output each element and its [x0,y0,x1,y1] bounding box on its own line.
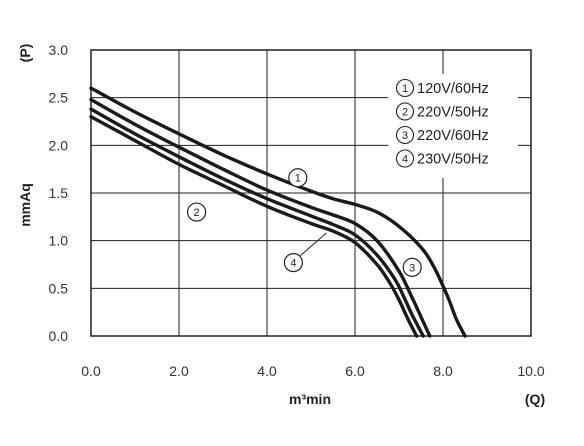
y-tick-label: 0.5 [49,280,69,296]
x-tick-label: 2.0 [169,363,189,379]
y-axis-unit: (P) [17,44,33,63]
y-tick-label: 1.0 [49,233,69,249]
series-line-4 [89,107,425,338]
curve-marker-circle-3 [402,257,422,277]
legend-entry-1: 120V/60Hz [417,81,489,97]
x-tick-labels: 0.0 2.0 4.0 6.0 8.0 10.0 [81,363,545,379]
curve-marker-label-1: 1 [295,173,301,185]
x-tick-label: 0.0 [81,363,101,379]
curve-marker-circle-2 [187,202,207,222]
curve-marker-circle-1 [288,168,308,188]
y-axis-title: mmAq [17,183,33,227]
curve-marker-label-2: 2 [194,207,200,219]
y-tick-label: 0.0 [49,328,69,344]
legend-marker-number-2: 2 [402,107,408,119]
x-tick-label: 4.0 [257,363,277,379]
y-tick-label: 2.0 [49,137,69,153]
x-axis-unit: (Q) [525,391,545,407]
series-line-2 [89,115,419,338]
curve-marker-leader-4 [300,232,327,256]
y-tick-label: 2.5 [49,90,69,106]
series-line-1 [89,86,467,338]
legend-marker-circle-3 [395,125,415,145]
legend: 1 120V/60Hz 2 220V/50Hz 3 220V/60Hz 4 230V/50Hz [388,74,518,178]
x-tick-label: 8.0 [433,363,453,379]
legend-marker-circle-2 [395,102,415,121]
legend-marker-number-1: 1 [402,83,408,95]
legend-entry-3: 220V/60Hz [417,128,489,144]
plot-frame [90,49,532,337]
y-tick-label: 3.0 [49,42,69,58]
legend-marker-number-3: 3 [402,130,408,142]
legend-marker-circle-4 [395,149,415,168]
legend-marker-circle-1 [395,78,415,98]
curve-markers: 1 2 3 4 [187,168,422,277]
legend-entry-4: 230V/50Hz [417,152,489,168]
series-lines [89,86,467,338]
curve-marker-circle-4 [283,252,303,273]
legend-entry-2: 220V/50Hz [417,105,489,121]
series-line-3 [89,97,432,338]
y-tick-label: 1.5 [49,185,69,201]
legend-marker-number-4: 4 [402,154,408,166]
curve-marker-label-4: 4 [290,258,296,270]
y-tick-labels: 0.0 0.5 1.0 1.5 2.0 2.5 3.0 [49,42,69,344]
curve-marker-label-3: 3 [409,262,415,274]
x-axis-title: m³min [289,391,331,407]
x-tick-label: 10.0 [517,363,544,379]
x-tick-label: 6.0 [345,363,365,379]
